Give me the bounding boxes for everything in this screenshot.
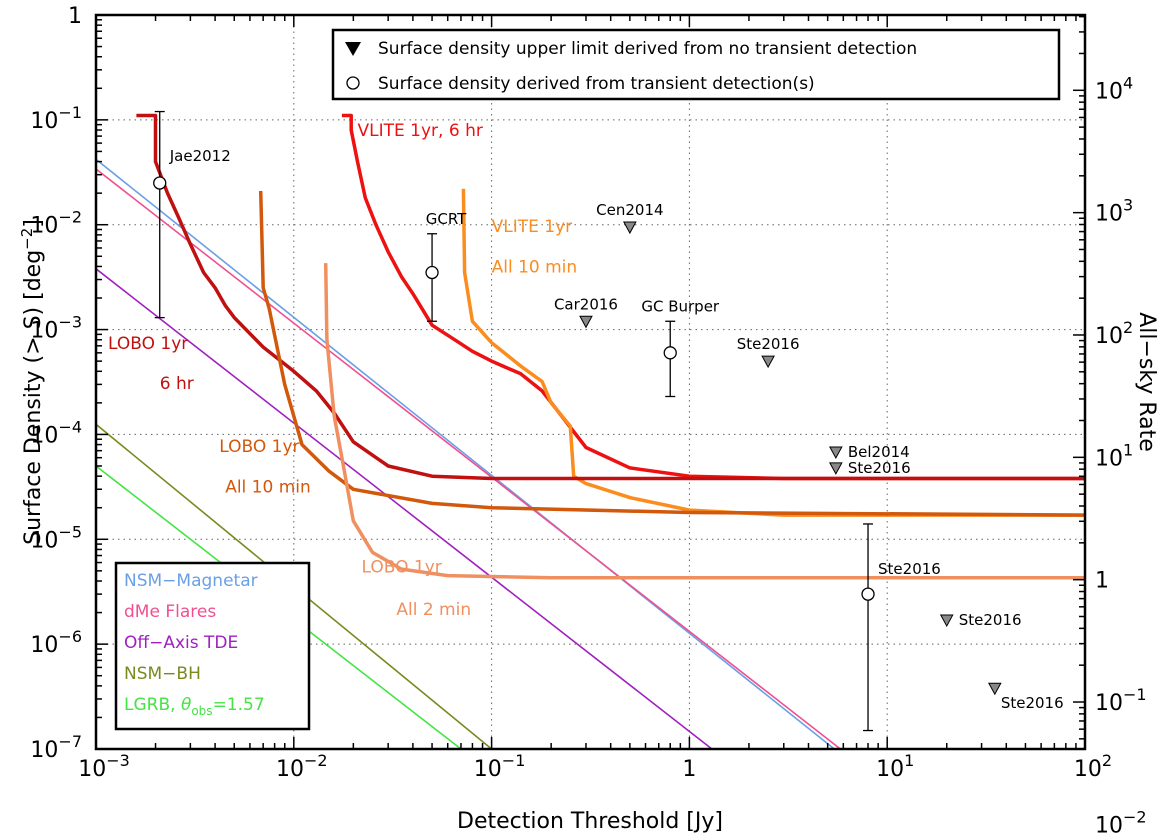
x-tick-label: 10−1 (474, 751, 526, 782)
legend-circle-marker (346, 76, 360, 90)
upper-limit-label: Ste2016 (737, 335, 800, 353)
y2-tick-label: 10−1 (1095, 685, 1147, 716)
model-legend: NSM−Magnetar dMe Flares Off−Axis TDE NSM… (114, 561, 311, 731)
legend-triangle-marker (345, 42, 361, 56)
curve-label: All 2 min (396, 600, 471, 620)
curve-label: All 10 min (225, 477, 311, 497)
x-tick-label: 10−2 (276, 751, 328, 782)
y-tick-label: 10−5 (30, 522, 82, 553)
series-line (258, 190, 1085, 517)
upper-limit-marker (987, 682, 1002, 696)
y-tick-label: 10−4 (30, 417, 82, 448)
label-layer: VLITE 1yr, 6 hr VLITE 1yr All 10 min LOBO 1… (108, 121, 577, 620)
y2-tick-label: 103 (1095, 196, 1133, 227)
model-legend-off-axis-tde: Off−Axis TDE (124, 633, 238, 653)
ticks (95, 14, 1086, 750)
upper-limit-label: Car2016 (554, 295, 618, 313)
curve-label: VLITE 1yr, 6 hr (358, 121, 483, 141)
tick-labels: 10−3 10−2 10−1 1 101 102 10−7 10−6 10−5 10−4 10−3 1… (30, 4, 1146, 838)
y-tick-label: 10−3 (30, 313, 82, 344)
y2-tick-label: 10−2 (1095, 807, 1147, 838)
marker-layer: Jae2012 GCRT GC Burper Ste2016 Cen2014 Car201… (153, 110, 1064, 732)
top-legend-box (331, 28, 1061, 101)
y2-tick-label: 101 (1095, 440, 1133, 471)
curve-label: LOBO 1yr (108, 334, 188, 354)
detection-marker (425, 265, 439, 280)
top-legend: Surface density upper limit derived from… (331, 28, 1061, 101)
curve-label: 6 hr (160, 374, 194, 394)
y-tick-label: 10−6 (30, 627, 82, 658)
y-tick-label: 10−7 (30, 732, 82, 763)
model-line (96, 168, 841, 749)
upper-limit-marker (623, 221, 637, 235)
curve-label: LOBO 1yr (362, 558, 442, 578)
x-axis-title: Detection Threshold [Jy] (457, 809, 723, 834)
detection-label: GC Burper (641, 297, 720, 315)
model-legend-nsm-bh: NSM−BH (124, 664, 201, 684)
model-line (96, 158, 835, 749)
curve-label: VLITE 1yr (492, 217, 573, 237)
legend-item-upper-limit: Surface density upper limit derived from… (378, 39, 917, 59)
upper-limit-marker (579, 315, 593, 329)
y2-axis-title: All−sky Rate (1134, 312, 1159, 452)
detection-marker (153, 176, 167, 190)
detection-label: Ste2016 (878, 560, 941, 578)
upper-limit-label: Ste2016 (1001, 694, 1064, 712)
upper-limit-label: Ste2016 (848, 459, 911, 477)
y-tick-label: 10−2 (30, 208, 82, 239)
x-tick-label: 102 (1074, 751, 1112, 782)
x-tick-label: 10−3 (78, 751, 130, 782)
upper-limit-label: Ste2016 (959, 611, 1022, 629)
upper-limit-marker (939, 614, 954, 628)
y2-tick-label: 104 (1095, 73, 1133, 104)
y-axis-title: Surface Density (> S) [deg−2] (18, 219, 46, 545)
detection-label: GCRT (426, 210, 467, 228)
upper-limit-label: Cen2014 (596, 201, 663, 219)
model-legend-nsm-magnetar: NSM−Magnetar (124, 571, 258, 591)
series-line (323, 263, 1085, 580)
y2-tick-label: 1 (1095, 569, 1109, 594)
upper-limit-marker (829, 446, 843, 460)
upper-limit-label: Bel2014 (848, 443, 910, 461)
plot-frame (94, 13, 1087, 751)
model-legend-lgrb: LGRB, θobs=1.57 (124, 695, 265, 718)
curve-label: LOBO 1yr (219, 437, 299, 457)
series-line (136, 113, 1085, 481)
series-line (461, 188, 1085, 517)
model-line (96, 268, 713, 749)
model-legend-dme-flares: dMe Flares (124, 602, 216, 622)
legend-item-detection: Surface density derived from transient d… (378, 74, 815, 94)
detection-label: Jae2012 (169, 147, 231, 165)
model-legend-box (114, 561, 311, 731)
detection-marker (663, 346, 677, 360)
y-tick-label: 10−1 (30, 103, 82, 134)
x-tick-label: 101 (876, 751, 914, 782)
series-line (341, 113, 1085, 481)
y-tick-label: 1 (68, 4, 82, 29)
upper-limit-marker (761, 355, 775, 369)
x-tick-label: 1 (682, 757, 696, 782)
curve-label: All 10 min (492, 258, 578, 278)
detection-marker (861, 587, 875, 601)
upper-limit-marker (829, 462, 843, 475)
y2-tick-label: 102 (1095, 318, 1133, 349)
